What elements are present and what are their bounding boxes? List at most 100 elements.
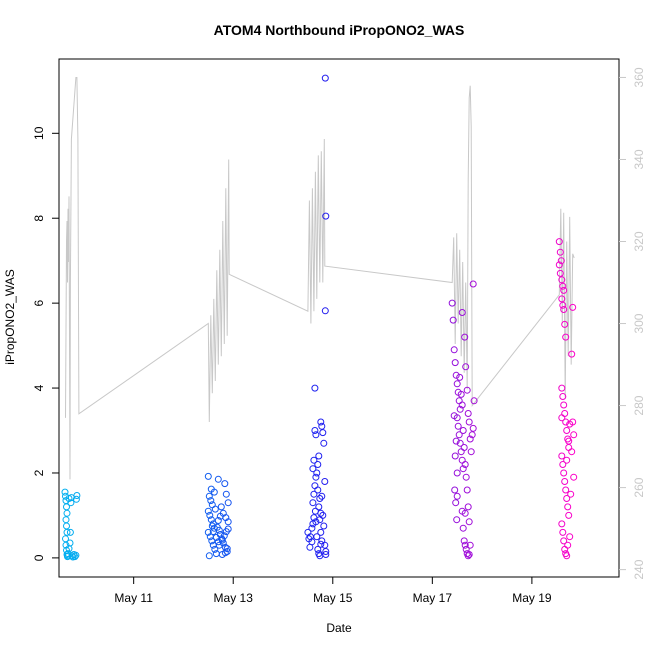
data-point bbox=[451, 452, 459, 460]
data-point bbox=[314, 486, 322, 494]
x-axis: May 11 May 13 May 15 May 17 May 19 bbox=[114, 577, 552, 605]
data-point bbox=[65, 495, 73, 502]
y2-tick-label: 300 bbox=[632, 313, 646, 333]
data-point bbox=[461, 541, 469, 549]
data-point bbox=[558, 452, 566, 460]
data-point bbox=[313, 533, 321, 541]
data-point bbox=[559, 282, 567, 290]
data-point bbox=[224, 518, 232, 526]
data-point bbox=[461, 333, 469, 341]
data-point bbox=[453, 492, 461, 500]
data-point bbox=[321, 541, 329, 549]
data-point bbox=[204, 472, 212, 480]
y2-tick-label: 320 bbox=[632, 231, 646, 251]
data-point bbox=[561, 478, 569, 485]
data-point bbox=[560, 401, 568, 409]
data-point bbox=[72, 551, 80, 559]
data-point bbox=[451, 359, 459, 367]
data-point bbox=[66, 528, 74, 536]
y-tick-label: 6 bbox=[32, 299, 46, 306]
data-point bbox=[558, 295, 566, 303]
data-point bbox=[563, 427, 571, 434]
data-point bbox=[449, 316, 457, 324]
data-point bbox=[321, 478, 329, 485]
y-axis-right: 240 260 280 300 320 340 360 bbox=[619, 67, 646, 580]
data-point bbox=[313, 469, 321, 477]
data-point bbox=[458, 456, 466, 464]
data-point bbox=[469, 280, 477, 288]
data-point bbox=[221, 480, 229, 488]
data-point bbox=[559, 301, 567, 309]
data-point bbox=[467, 448, 475, 456]
data-point bbox=[308, 524, 316, 532]
data-point bbox=[462, 473, 470, 481]
data-point bbox=[566, 533, 574, 541]
chart-title: ATOM4 Northbound iPropONO2_WAS bbox=[214, 22, 465, 38]
data-point bbox=[560, 306, 568, 313]
data-point bbox=[213, 523, 221, 531]
data-point bbox=[470, 397, 478, 405]
data-point bbox=[207, 485, 215, 493]
data-point bbox=[71, 553, 79, 561]
data-point bbox=[561, 545, 569, 553]
data-point bbox=[67, 499, 75, 507]
data-point bbox=[312, 431, 320, 439]
y2-tick-label: 260 bbox=[632, 477, 646, 497]
data-point bbox=[208, 537, 216, 545]
data-point bbox=[311, 384, 319, 392]
data-point bbox=[460, 444, 468, 451]
data-point bbox=[224, 499, 232, 507]
data-point bbox=[318, 422, 326, 430]
data-point bbox=[459, 524, 467, 532]
data-point bbox=[556, 248, 564, 256]
data-point bbox=[458, 309, 466, 316]
data-point bbox=[450, 346, 458, 354]
data-point bbox=[568, 350, 576, 358]
data-point bbox=[558, 384, 566, 392]
data-point bbox=[463, 486, 471, 494]
data-point bbox=[563, 552, 571, 560]
data-point bbox=[565, 511, 573, 519]
data-point bbox=[567, 490, 575, 498]
data-point bbox=[316, 495, 324, 502]
x-tick-label: May 13 bbox=[214, 591, 254, 605]
data-point bbox=[321, 74, 329, 82]
data-point bbox=[561, 410, 569, 417]
data-point bbox=[465, 418, 473, 426]
right-series-group bbox=[65, 77, 575, 480]
data-point bbox=[462, 545, 470, 553]
data-point bbox=[569, 303, 577, 311]
left-series-group bbox=[61, 74, 578, 561]
data-point bbox=[322, 551, 330, 558]
data-point bbox=[562, 418, 570, 426]
data-point bbox=[220, 532, 228, 540]
y2-tick-label: 340 bbox=[632, 149, 646, 169]
data-point bbox=[322, 548, 330, 555]
data-point bbox=[214, 475, 222, 483]
y2-tick-label: 360 bbox=[632, 67, 646, 87]
data-point bbox=[68, 552, 76, 560]
data-point bbox=[224, 525, 232, 533]
data-point bbox=[216, 512, 224, 520]
data-point bbox=[464, 503, 472, 511]
data-point bbox=[219, 539, 227, 547]
y-axis-label: iPropONO2_WAS bbox=[3, 269, 17, 365]
data-point bbox=[566, 420, 574, 428]
data-point bbox=[312, 473, 320, 481]
data-point bbox=[319, 511, 327, 519]
data-point bbox=[222, 490, 230, 498]
data-point bbox=[466, 541, 474, 549]
data-point bbox=[223, 545, 231, 553]
y-tick-label: 0 bbox=[32, 554, 46, 561]
data-point bbox=[218, 536, 226, 544]
data-point bbox=[458, 401, 466, 409]
data-point bbox=[565, 437, 573, 445]
data-point bbox=[570, 431, 578, 439]
data-point bbox=[560, 537, 568, 545]
data-point bbox=[453, 469, 461, 477]
data-point bbox=[558, 414, 566, 422]
data-point bbox=[456, 439, 464, 447]
data-point bbox=[206, 511, 214, 519]
data-point bbox=[457, 448, 465, 456]
